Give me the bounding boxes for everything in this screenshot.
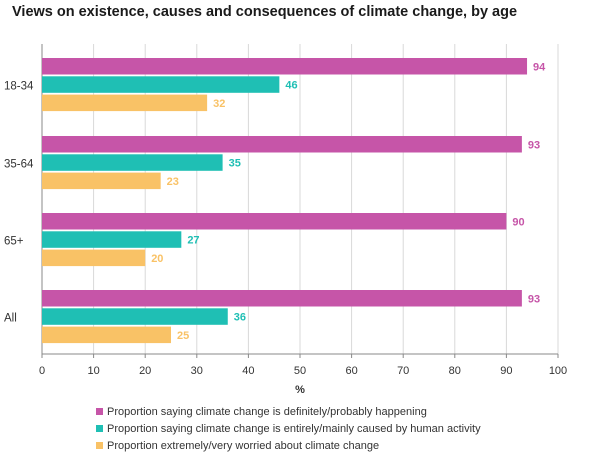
bar: [42, 136, 522, 153]
legend-swatch: [96, 442, 103, 449]
x-tick-label: 70: [397, 365, 409, 377]
x-tick-label: 100: [549, 365, 567, 377]
category-label: 18-34: [4, 80, 34, 92]
bar: [42, 326, 171, 344]
x-tick-label: 40: [242, 365, 254, 377]
x-axis-label: %: [295, 384, 305, 396]
bar-chart: 0 10 20 30 40 50 60 70 80 90 100% 18-34 94 46 32 35-64 9…: [4, 44, 567, 396]
data-label: 25: [177, 330, 189, 342]
data-label: 36: [234, 312, 246, 324]
category-label: 35-64: [4, 158, 34, 170]
bar: [42, 249, 146, 267]
data-label: 93: [528, 139, 540, 151]
x-tick-label: 30: [191, 365, 203, 377]
x-tick-label: 50: [294, 365, 306, 377]
legend-item: Proportion saying climate change is enti…: [96, 421, 481, 438]
data-label: 90: [512, 216, 524, 228]
data-label: 32: [213, 98, 225, 110]
x-tick-label: 10: [87, 365, 99, 377]
data-label: 94: [533, 61, 546, 73]
bar: [42, 58, 528, 75]
legend-item: Proportion extremely/very worried about …: [96, 438, 481, 455]
category-label: All: [4, 312, 17, 324]
legend-label: Proportion extremely/very worried about …: [107, 440, 380, 452]
data-label: 27: [187, 235, 199, 247]
legend-swatch: [96, 408, 103, 415]
bar: [42, 172, 161, 190]
x-tick-label: 20: [139, 365, 151, 377]
bar: [42, 94, 208, 112]
legend-item: Proportion saying climate change is defi…: [96, 404, 481, 421]
data-label: 93: [528, 293, 540, 305]
data-label: 23: [167, 176, 179, 188]
x-tick-label: 80: [449, 365, 461, 377]
bar: [42, 76, 280, 93]
bar: [42, 154, 223, 171]
data-label: 46: [285, 80, 297, 92]
bar: [42, 213, 507, 230]
legend-label: Proportion saying climate change is defi…: [107, 406, 427, 418]
bar: [42, 231, 182, 248]
bar: [42, 290, 522, 307]
legend-label: Proportion saying climate change is enti…: [107, 423, 481, 435]
x-tick-label: 60: [345, 365, 357, 377]
chart-legend: Proportion saying climate change is defi…: [96, 404, 481, 455]
data-label: 35: [229, 158, 241, 170]
chart-title: Views on existence, causes and consequen…: [12, 4, 518, 20]
x-tick-label: 90: [500, 365, 512, 377]
legend-swatch: [96, 425, 103, 432]
data-label: 20: [151, 253, 163, 265]
category-label: 65+: [4, 235, 24, 247]
x-tick-label: 0: [39, 365, 45, 377]
bar: [42, 308, 228, 325]
